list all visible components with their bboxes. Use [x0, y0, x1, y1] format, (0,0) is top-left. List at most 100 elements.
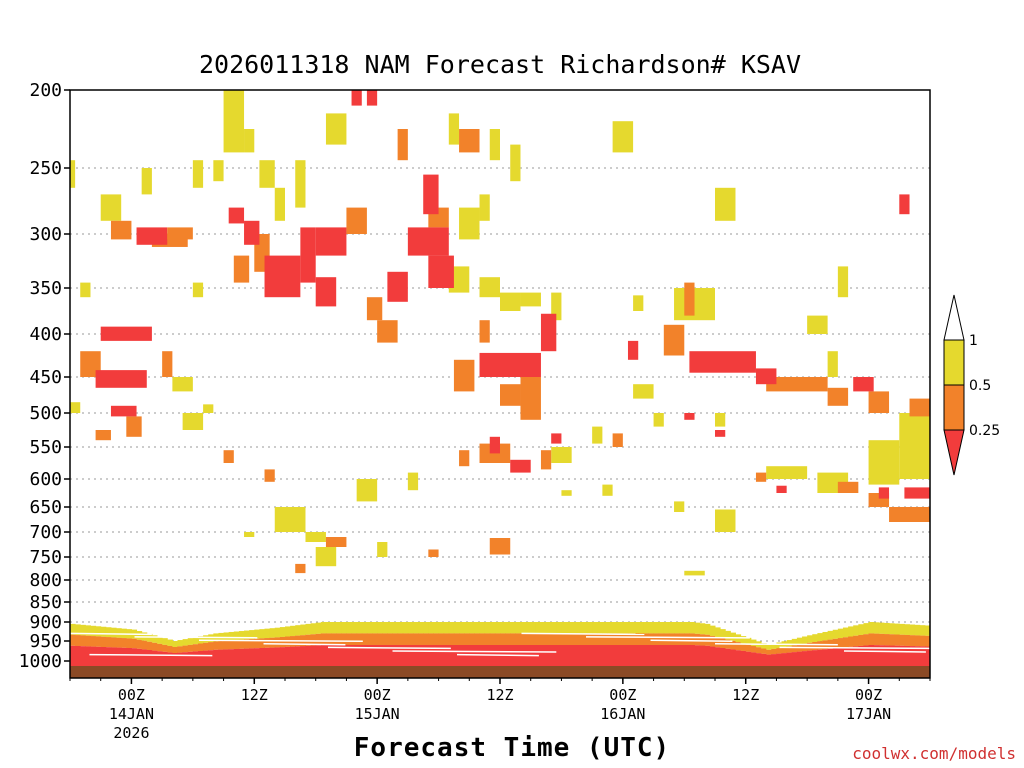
- ri-cell: [653, 413, 664, 427]
- surface-cell: [520, 622, 527, 634]
- ri-cell: [878, 487, 890, 499]
- surface-cell: [725, 648, 731, 666]
- surface-cell: [356, 633, 363, 645]
- surface-cell: [894, 645, 900, 666]
- ri-cell: [602, 484, 613, 496]
- surface-cell: [484, 633, 491, 645]
- surface-cell: [699, 645, 706, 666]
- ri-cell: [162, 351, 173, 377]
- surface-cell: [597, 622, 603, 634]
- surface-cell: [653, 622, 660, 634]
- colorbar-yellow: [943, 339, 965, 386]
- surface-cell: [320, 645, 327, 666]
- ri-cell: [889, 507, 930, 522]
- ri-cell: [244, 129, 255, 153]
- surface-cell: [90, 646, 97, 666]
- surface-cell: [515, 622, 521, 634]
- surface-cell: [187, 638, 194, 645]
- surface-cell: [264, 647, 271, 666]
- ri-cell: [479, 320, 490, 343]
- surface-cell: [894, 634, 900, 646]
- surface-cell: [438, 633, 445, 645]
- surface-cell: [602, 622, 608, 634]
- surface-cell: [315, 622, 322, 634]
- surface-cell: [745, 644, 752, 652]
- surface-cell: [249, 648, 255, 666]
- surface-cell: [643, 645, 649, 666]
- surface-cell: [310, 634, 317, 646]
- surface-cell: [110, 627, 117, 638]
- ri-cell: [244, 220, 260, 245]
- y-tick-label: 950: [29, 631, 62, 652]
- surface-cell: [622, 645, 629, 666]
- surface-cell: [668, 622, 675, 634]
- surface-cell: [382, 633, 388, 645]
- credit-link[interactable]: coolwx.com/models: [852, 744, 1016, 763]
- colorbar-label: 0.5: [969, 378, 991, 394]
- y-tick-label: 600: [29, 469, 62, 490]
- surface-cell: [679, 622, 685, 634]
- surface-cell: [146, 650, 153, 666]
- y-tick-label: 700: [29, 522, 62, 543]
- surface-cell: [832, 638, 839, 649]
- surface-cell: [177, 652, 184, 666]
- surface-cell: [878, 633, 885, 646]
- surface-cell: [366, 633, 373, 645]
- ri-cell: [663, 324, 685, 356]
- surface-cell: [566, 633, 573, 645]
- surface-cell: [290, 625, 296, 637]
- surface-cell: [566, 645, 573, 666]
- surface-cell: [674, 645, 680, 666]
- surface-cell: [269, 637, 276, 648]
- surface-cell: [249, 630, 255, 640]
- surface-cell: [658, 633, 665, 645]
- ri-cell: [489, 538, 511, 555]
- surface-cell: [750, 645, 757, 653]
- surface-cell: [750, 652, 757, 666]
- ri-cell: [500, 384, 521, 406]
- ri-cell: [423, 174, 439, 215]
- surface-cell: [791, 652, 798, 666]
- surface-cell: [351, 633, 358, 645]
- surface-cell: [315, 633, 322, 646]
- surface-cell: [904, 634, 911, 646]
- surface-cell: [837, 638, 844, 648]
- surface-cell: [377, 633, 383, 645]
- ri-cell: [540, 313, 557, 352]
- ri-cell: [489, 436, 500, 454]
- surface-cell: [919, 625, 926, 636]
- ri-cell: [837, 266, 849, 298]
- surface-cell: [474, 633, 481, 645]
- surface-cell: [648, 622, 655, 634]
- surface-cell: [254, 629, 260, 639]
- surface-cell: [85, 635, 91, 647]
- surface-cell: [259, 638, 266, 648]
- surface-cell: [223, 640, 230, 650]
- surface-cell: [310, 645, 317, 666]
- surface-cell: [796, 651, 803, 666]
- surface-cell: [725, 630, 731, 640]
- ri-cell: [459, 129, 480, 153]
- surface-cell: [238, 631, 245, 640]
- ri-cell: [141, 168, 152, 195]
- ri-cell: [489, 129, 500, 161]
- surface-cell: [627, 622, 634, 634]
- ri-cell: [264, 469, 275, 482]
- surface-cell: [146, 641, 153, 650]
- chart-title: 2026011318 NAM Forecast Richardson# KSAV: [198, 50, 802, 79]
- surface-cell: [878, 645, 885, 666]
- surface-cell: [100, 636, 107, 647]
- surface-cell: [581, 622, 588, 634]
- ri-cell: [228, 207, 245, 224]
- surface-cell: [392, 633, 399, 645]
- surface-cell: [674, 633, 680, 645]
- surface-cell: [203, 650, 209, 666]
- surface-cell: [459, 622, 465, 634]
- surface-cell: [80, 624, 86, 636]
- ri-cell: [295, 563, 306, 574]
- surface-cell: [848, 626, 854, 637]
- surface-cell: [151, 635, 158, 643]
- surface-streak: [585, 636, 750, 639]
- surface-cell: [438, 645, 445, 666]
